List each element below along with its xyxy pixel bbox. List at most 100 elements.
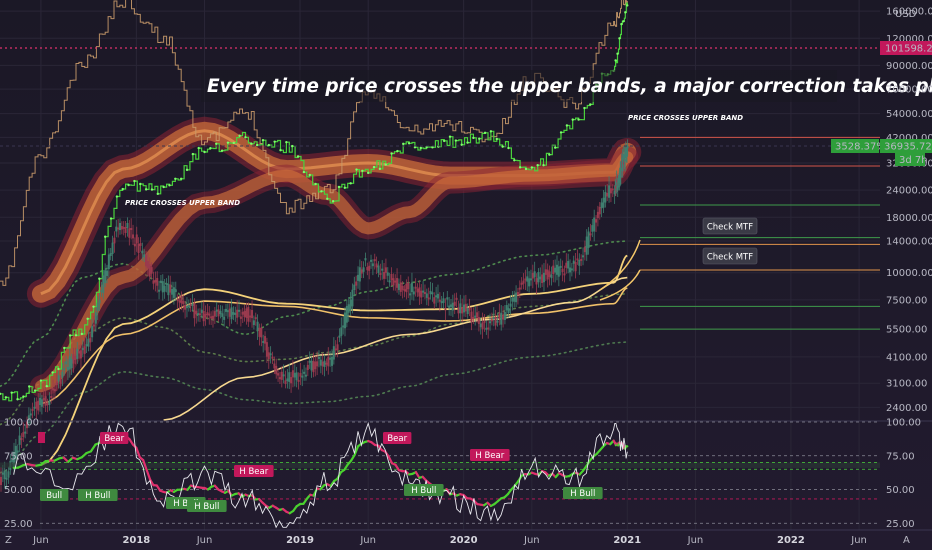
rsi-tick-right: 75.00 [886,451,915,462]
candle [416,288,419,293]
time-tick-label: Jun [687,535,704,546]
candle [299,372,302,377]
candle [26,420,29,429]
candle [468,307,471,311]
candle [78,351,81,354]
candle [626,150,629,156]
green-step-dot [501,145,504,148]
green-step-dot [559,131,563,134]
candle [120,226,123,230]
candle [397,283,400,291]
candle [427,297,430,300]
candle [180,295,183,304]
candle [498,313,501,319]
green-step-dot [518,166,522,169]
candle [399,282,402,292]
candle [185,306,188,309]
candle [457,307,460,314]
candle [425,293,428,298]
green-step-dot [28,385,31,388]
candle [81,347,84,351]
green-step-dot [86,317,89,320]
candle [362,267,365,272]
candle [401,285,404,290]
candle [159,280,162,283]
price-tick-label: 7500.00 [886,295,927,306]
green-step-dot [127,183,130,187]
candle [169,284,172,293]
candle [544,269,547,275]
rsi-smooth-segment [135,446,141,459]
candle [608,185,611,198]
candle [580,258,583,261]
candle [16,450,19,453]
candle [53,389,56,392]
green-step-dot [232,141,235,145]
green-step-dot [267,143,271,147]
green-step-dot [361,169,364,173]
divergence-tag-box [404,484,444,496]
candle [252,320,255,326]
candle [444,308,447,311]
green-step-dot [530,166,534,169]
green-step-dot [139,182,142,186]
candle [275,365,278,375]
green-step-dot [238,134,241,137]
time-tick-label: 2019 [286,535,314,546]
candle [485,327,488,330]
headline-backdrop [201,70,837,102]
candle [470,311,473,322]
candle [204,314,207,318]
candle [70,359,73,369]
candle [154,280,157,283]
rsi-axis[interactable]: 100.00 100.00 75.00 75.00 50.00 50.00 25.00 25.… [4,418,921,530]
candle [280,371,283,380]
yellow-ma-3 [163,276,628,421]
candle [122,226,125,229]
check-mtf-1-box [702,217,758,235]
countdown-tag [895,153,925,166]
candle [524,278,527,281]
divergence-tag-box [470,449,510,461]
candle [20,438,23,441]
candle [325,362,328,365]
rsi-smooth-segment [353,445,360,457]
candle [518,287,521,290]
candle [238,309,241,312]
time-axis[interactable]: Jun 2018 Jun 2019 Jun 2020 Jun 2021 Jun 2022 Jun Z A [0,529,932,546]
candle [0,476,2,485]
yellow-ma-1 [40,254,628,467]
candle [18,435,21,445]
candle [366,266,369,271]
bull-divergence-tag: H Bull [85,491,110,501]
candle [448,305,451,308]
green-step-dot [349,182,352,185]
last-price-tag [880,139,932,153]
candle [622,162,625,165]
green-step-dot [624,11,627,14]
candle [357,274,360,281]
candle [360,269,363,274]
candle [139,243,142,246]
candle [42,397,45,401]
green-step-dot [57,367,60,371]
green-step-dot [548,153,551,156]
corner-right: A [903,535,910,546]
candle [117,227,120,230]
candle [535,278,538,285]
candle [68,356,71,370]
percent-tag [831,139,879,153]
time-tick-label: 2021 [613,535,641,546]
candle [616,180,619,183]
candles [0,139,629,492]
candle [489,321,492,324]
candle [461,307,464,314]
price-axis[interactable]: 160000.00 120000.00 90000.00 70000.00 54000.… [831,7,932,414]
currency-label: USD [895,9,917,20]
candle [219,310,222,315]
candle [323,360,326,367]
candle [559,265,562,268]
green-step-dot [355,168,358,171]
